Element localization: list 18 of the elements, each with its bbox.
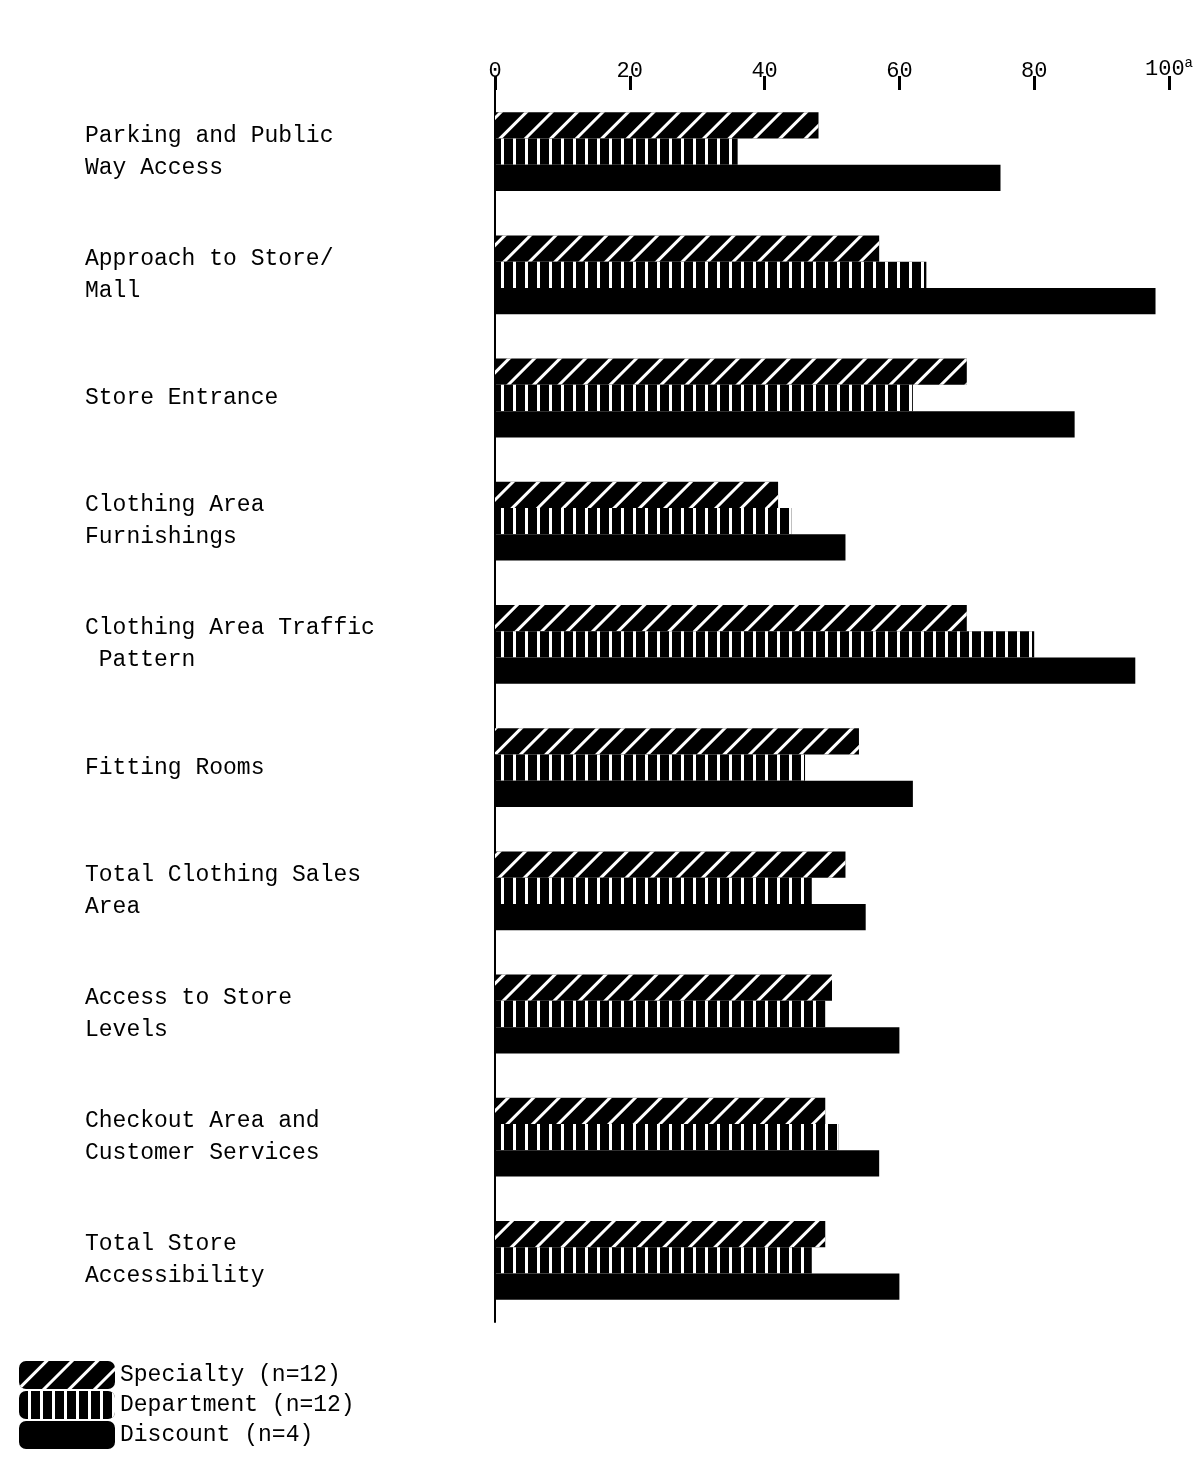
y-tick-label: Clothing Area Furnishings (85, 492, 279, 551)
legend-label: Discount (n=4) (120, 1422, 314, 1448)
y-tick-label: Fitting Rooms (85, 754, 265, 781)
x-tick-label: 20 (616, 58, 643, 84)
y-tick-label: Approach to Store/ Mall (85, 245, 348, 304)
y-tick-label: Store Entrance (85, 385, 279, 411)
y-tick-label: Checkout Area and Customer Services (85, 1108, 334, 1167)
y-tick-label: Parking and Public Way Access (85, 122, 348, 181)
legend-label: Department (n=12) (120, 1392, 355, 1418)
y-tick-label: Total Store Accessibility (85, 1231, 265, 1290)
x-tick-label: 40 (751, 58, 778, 84)
x-tick-label: 60 (886, 58, 913, 84)
legend-label: Specialty (n=12) (120, 1362, 341, 1388)
y-tick-label: Total Clothing Sales Area (85, 861, 375, 920)
y-tick-label: Access to Store Levels (85, 985, 306, 1043)
x-tick-label: 80 (1020, 58, 1048, 84)
x-tick-label: 0 (488, 58, 502, 84)
y-tick-label: Clothing Area Traffic Pattern (85, 615, 375, 674)
